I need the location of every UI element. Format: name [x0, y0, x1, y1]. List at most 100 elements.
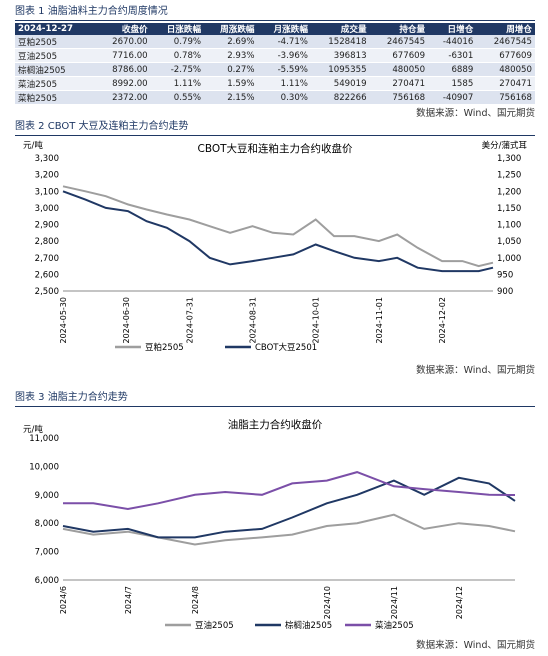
- table-cell: 1.59%: [204, 76, 258, 91]
- series-line: [62, 476, 516, 539]
- y2-tick-label: 1,200: [497, 187, 521, 197]
- x-tick-label: 2024/11: [390, 586, 399, 619]
- chart3-caption: 图表 3 油脂主力合约走势: [15, 390, 535, 407]
- vegetable-oil-chart: 油脂主力合约收盘价 元/吨 6,000 7,000 8,000 9,000 10,000 11…: [23, 418, 516, 631]
- table-cell: 2.69%: [204, 35, 258, 49]
- table-cell: 8786.00: [95, 62, 151, 77]
- table-cell: 677609: [369, 48, 429, 63]
- y-tick-label: 7,000: [35, 548, 59, 558]
- table-cell: 2.93%: [204, 48, 258, 63]
- x-tick-label: 2024-07-31: [185, 297, 194, 344]
- y-tick-label: 2,900: [35, 221, 59, 231]
- y-tick-label: 10,000: [29, 462, 59, 472]
- table-column-header: 周涨跌幅: [204, 23, 258, 35]
- table-column-header: 成交量: [310, 23, 370, 35]
- contract-name-cell: 棕榈油2505: [15, 62, 96, 77]
- table-cell: 1.11%: [257, 76, 311, 91]
- legend-label: 菜油2505: [375, 620, 414, 631]
- table-cell: 0.78%: [150, 48, 205, 63]
- table-cell: 7716.00: [95, 48, 151, 63]
- y2-tick-label: 1,000: [497, 254, 521, 264]
- x-tick-label: 2024-06-30: [122, 297, 131, 344]
- table-cell: 0.55%: [150, 90, 205, 105]
- table-cell: 2670.00: [95, 35, 151, 49]
- x-tick-label: 2024/7: [124, 586, 133, 614]
- table-column-header: 收盘价: [95, 23, 151, 35]
- table-cell: 0.30%: [257, 90, 311, 105]
- chart3-container: 油脂主力合约收盘价 元/吨 6,000 7,000 8,000 9,000 10,000 11…: [15, 410, 535, 635]
- table-cell: -5.59%: [257, 62, 311, 77]
- table-row: 棕榈油2505 8786.00 -2.75% 0.27% -5.59% 1095355 48…: [15, 62, 535, 77]
- table-cell: 2372.00: [95, 90, 151, 105]
- table-row: 菜粕2505 2372.00 0.55% 2.15% 0.30% 822266 756168…: [15, 90, 535, 105]
- table-cell: -44016: [428, 35, 477, 49]
- y2-tick-label: 900: [497, 287, 513, 297]
- table-cell: 0.79%: [150, 35, 205, 49]
- x-tick-label: 2024/8: [191, 586, 200, 614]
- table-cell: 2467545: [476, 35, 535, 49]
- table-column-header: 日增仓: [428, 23, 477, 35]
- table-cell: 396813: [310, 48, 370, 63]
- chart-title: 油脂主力合约收盘价: [228, 418, 323, 431]
- y-tick-label: 11,000: [29, 434, 59, 444]
- y-tick-label: 6,000: [35, 576, 59, 586]
- x-tick-label: 2024/12: [455, 586, 464, 619]
- chart2-caption: 图表 2 CBOT 大豆及连粕主力合约走势: [15, 119, 535, 136]
- y-axis-label: 元/吨: [23, 424, 43, 435]
- table-cell: 1095355: [310, 62, 370, 77]
- table-cell: 480050: [369, 62, 429, 77]
- table-cell: 6889: [428, 62, 477, 77]
- table-cell: -6301: [428, 48, 477, 63]
- y-tick-label: 8,000: [35, 519, 59, 529]
- y-tick-label: 3,300: [35, 154, 59, 164]
- y2-tick-label: 1,250: [497, 171, 521, 181]
- table-cell: 549019: [310, 76, 370, 91]
- table-row: 豆粕2505 2670.00 0.79% 2.69% -4.71% 1528418 2467…: [15, 35, 535, 49]
- table-column-header: 周增仓: [476, 23, 535, 35]
- y-tick-label: 3,100: [35, 187, 59, 197]
- y2-tick-label: 1,100: [497, 221, 521, 231]
- x-tick-label: 2024/10: [323, 586, 332, 619]
- x-tick-label: 2024-10-01: [312, 297, 321, 344]
- cbot-soybean-meal-chart: CBOT大豆和连粕主力合约收盘价 元/吨 美分/蒲式耳 2,500 2,600 2,700…: [23, 140, 527, 353]
- y-tick-label: 2,800: [35, 237, 59, 247]
- series-line: [62, 185, 494, 268]
- y-axis-label: 元/吨: [23, 140, 43, 151]
- y-tick-label: 2,700: [35, 254, 59, 264]
- table-caption: 图表 1 油脂油料主力合约周度情况: [15, 4, 535, 21]
- table-cell: 8992.00: [95, 76, 151, 91]
- table-row: 菜油2505 8992.00 1.11% 1.59% 1.11% 549019 270471…: [15, 76, 535, 91]
- y-tick-label: 3,200: [35, 171, 59, 181]
- contract-name-cell: 豆油2505: [15, 48, 96, 63]
- table-cell: 2467545: [369, 35, 429, 49]
- table-date-header: 2024-12-27: [15, 23, 96, 35]
- table-cell: 480050: [476, 62, 535, 77]
- x-tick-label: 2024-11-01: [375, 297, 384, 344]
- contract-name-cell: 菜油2505: [15, 76, 96, 91]
- y-tick-label: 9,000: [35, 491, 59, 501]
- weekly-summary-table: 2024-12-27 收盘价 日涨跌幅 周涨跌幅 月涨跌幅 成交量 持仓量 日增仓 周增仓 豆粕…: [15, 23, 535, 105]
- table-column-header: 日涨跌幅: [150, 23, 205, 35]
- table-cell: -3.96%: [257, 48, 311, 63]
- table-source: 数据来源：Wind、国元期货: [416, 108, 535, 119]
- table-cell: 677609: [476, 48, 535, 63]
- legend-label: 棕榈油2505: [285, 620, 332, 631]
- table-cell: 756168: [369, 90, 429, 105]
- table-row: 豆油2505 7716.00 0.78% 2.93% -3.96% 396813 67760…: [15, 48, 535, 63]
- contract-name-cell: 豆粕2505: [15, 35, 96, 49]
- series-line: [62, 190, 494, 273]
- table-cell: -2.75%: [150, 62, 205, 77]
- x-tick-label: 2024-12-02: [438, 297, 447, 344]
- table-cell: -40907: [428, 90, 477, 105]
- chart3-source: 数据来源：Wind、国元期货: [416, 640, 535, 651]
- table-cell: 270471: [476, 76, 535, 91]
- legend-label: CBOT大豆2501: [255, 342, 317, 353]
- table-column-header: 月涨跌幅: [257, 23, 311, 35]
- contract-name-cell: 菜粕2505: [15, 90, 96, 105]
- chart2-container: CBOT大豆和连粕主力合约收盘价 元/吨 美分/蒲式耳 2,500 2,600 2,700…: [15, 138, 535, 358]
- chart2-source: 数据来源：Wind、国元期货: [416, 365, 535, 376]
- table-cell: 756168: [476, 90, 535, 105]
- table-cell: 1585: [428, 76, 477, 91]
- y2-tick-label: 1,300: [497, 154, 521, 164]
- series-line: [62, 513, 516, 546]
